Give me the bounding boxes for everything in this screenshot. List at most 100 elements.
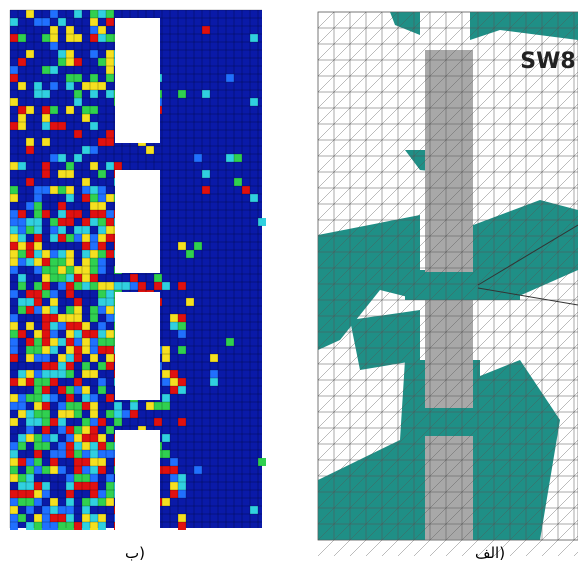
- contour-cell: [18, 162, 26, 170]
- contour-cell: [10, 378, 18, 386]
- contour-cell: [10, 330, 18, 338]
- contour-cell: [66, 482, 74, 490]
- contour-cell: [82, 218, 90, 226]
- contour-cell: [82, 434, 90, 442]
- contour-cell: [50, 322, 58, 330]
- contour-cell: [26, 426, 34, 434]
- contour-cell: [10, 394, 18, 402]
- contour-cell: [90, 458, 98, 466]
- contour-cell: [26, 346, 34, 354]
- contour-cell: [34, 458, 42, 466]
- caption: ب): [125, 544, 145, 562]
- contour-cell: [58, 322, 66, 330]
- contour-cell: [34, 402, 42, 410]
- contour-cell: [74, 346, 82, 354]
- contour-cell: [170, 370, 178, 378]
- contour-cell: [74, 314, 82, 322]
- contour-cell: [26, 418, 34, 426]
- contour-cell: [178, 482, 186, 490]
- contour-cell: [34, 186, 42, 194]
- contour-cell: [34, 418, 42, 426]
- mesh-diag: [430, 540, 446, 556]
- contour-cell: [162, 466, 170, 474]
- contour-cell: [18, 490, 26, 498]
- contour-cell: [26, 490, 34, 498]
- mesh-diag: [318, 540, 334, 556]
- contour-cell: [10, 74, 18, 82]
- contour-cell: [66, 266, 74, 274]
- contour-cell: [58, 442, 66, 450]
- contour-cell: [170, 482, 178, 490]
- contour-cell: [186, 298, 194, 306]
- contour-cell: [50, 274, 58, 282]
- contour-cell: [74, 426, 82, 434]
- contour-cell: [90, 106, 98, 114]
- contour-cell: [66, 346, 74, 354]
- contour-cell: [74, 210, 82, 218]
- contour-cell: [50, 378, 58, 386]
- contour-cell: [50, 506, 58, 514]
- contour-cell: [34, 410, 42, 418]
- contour-cell: [90, 522, 98, 530]
- contour-cell: [18, 34, 26, 42]
- contour-cell: [226, 74, 234, 82]
- contour-cell: [90, 514, 98, 522]
- contour-cell: [114, 282, 122, 290]
- contour-cell: [42, 394, 50, 402]
- contour-cell: [26, 466, 34, 474]
- contour-cell: [194, 242, 202, 250]
- contour-cell: [82, 370, 90, 378]
- contour-cell: [106, 346, 114, 354]
- contour-cell: [34, 354, 42, 362]
- contour-cell: [10, 66, 18, 74]
- contour-cell: [42, 314, 50, 322]
- contour-cell: [98, 306, 106, 314]
- crack-pattern-panel: SW8: [318, 12, 578, 556]
- contour-cell: [74, 378, 82, 386]
- contour-cell: [10, 474, 18, 482]
- contour-cell: [66, 450, 74, 458]
- contour-cell: [50, 458, 58, 466]
- contour-cell: [66, 386, 74, 394]
- contour-cell: [66, 250, 74, 258]
- contour-cell: [74, 330, 82, 338]
- contour-cell: [58, 338, 66, 346]
- contour-cell: [106, 298, 114, 306]
- contour-cell: [74, 282, 82, 290]
- contour-cell: [138, 282, 146, 290]
- contour-cell: [34, 514, 42, 522]
- contour-cell: [66, 34, 74, 42]
- contour-cell: [18, 482, 26, 490]
- contour-cell: [98, 330, 106, 338]
- contour-cell: [82, 330, 90, 338]
- contour-cell: [162, 378, 170, 386]
- contour-cell: [50, 10, 58, 18]
- contour-cell: [10, 234, 18, 242]
- contour-cell: [66, 50, 74, 58]
- contour-cell: [90, 418, 98, 426]
- contour-cell: [50, 298, 58, 306]
- contour-cell: [106, 226, 114, 234]
- contour-cell: [178, 378, 186, 386]
- contour-cell: [34, 434, 42, 442]
- contour-cell: [50, 226, 58, 234]
- contour-cell: [106, 66, 114, 74]
- contour-cell: [58, 50, 66, 58]
- contour-cell: [42, 274, 50, 282]
- contour-cell: [34, 258, 42, 266]
- contour-cell: [50, 466, 58, 474]
- contour-cell: [34, 306, 42, 314]
- contour-cell: [90, 338, 98, 346]
- contour-cell: [74, 226, 82, 234]
- contour-cell: [98, 434, 106, 442]
- mesh-diag: [350, 540, 366, 556]
- contour-cell: [106, 250, 114, 258]
- contour-cell: [50, 26, 58, 34]
- contour-cell: [42, 322, 50, 330]
- contour-cell: [74, 98, 82, 106]
- contour-cell: [18, 410, 26, 418]
- contour-cell: [18, 122, 26, 130]
- contour-cell: [42, 122, 50, 130]
- contour-cell: [10, 522, 18, 530]
- contour-cell: [106, 306, 114, 314]
